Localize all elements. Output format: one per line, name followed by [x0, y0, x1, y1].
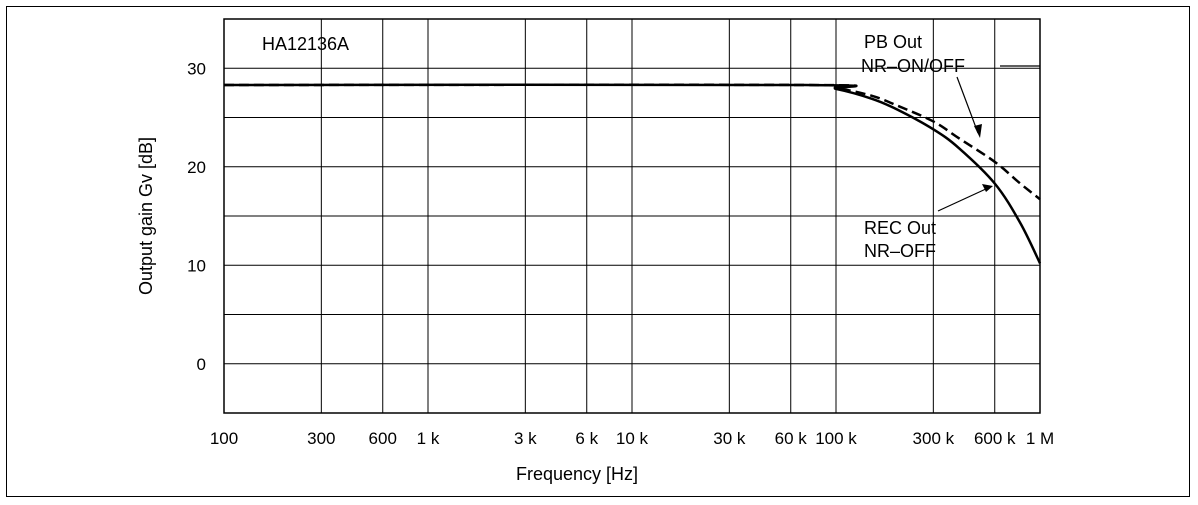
device-label: HA12136A: [262, 34, 349, 54]
series-lines: [223, 83, 1042, 264]
y-tick-label-2: 10: [187, 256, 206, 275]
x-tick-label-1: 300: [307, 429, 335, 448]
x-tick-label-4: 3 k: [514, 429, 537, 448]
annotations: HA12136A PB Out NR–ON/OFF REC Out NR–OFF: [262, 32, 1040, 261]
x-axis-label: Frequency [Hz]: [516, 464, 638, 484]
x-tick-label-2: 600: [369, 429, 397, 448]
x-tick-label-7: 30 k: [713, 429, 746, 448]
y-tick-label-3: 0: [197, 355, 206, 374]
x-tick-label-12: 1 M: [1026, 429, 1054, 448]
pb-leader-line: [956, 76, 979, 134]
pb-arrow-head: [974, 124, 982, 138]
rec-leader-line: [937, 187, 989, 212]
x-tick-label-11: 600 k: [974, 429, 1016, 448]
pb-out-label: PB Out: [864, 32, 922, 52]
x-tick-label-5: 6 k: [575, 429, 598, 448]
y-tick-label-0: 30: [187, 59, 206, 78]
x-tick-label-3: 1 k: [417, 429, 440, 448]
grid: [223, 18, 1041, 414]
rec-nr-label: NR–OFF: [864, 241, 936, 261]
y-axis-label: Output gain Gv [dB]: [136, 137, 156, 295]
y-tick-label-1: 20: [187, 158, 206, 177]
x-tick-label-0: 100: [210, 429, 238, 448]
x-tick-label-9: 100 k: [815, 429, 857, 448]
plot-area-border: [223, 18, 1041, 414]
pb-nr-label: NR–ON/OFF: [861, 56, 965, 76]
x-tick-label-10: 300 k: [913, 429, 955, 448]
rec-out-label: REC Out: [864, 218, 936, 238]
x-tick-label-6: 10 k: [616, 429, 649, 448]
figure-frame: [6, 6, 1190, 497]
x-tick-label-8: 60 k: [775, 429, 808, 448]
rec-out-curve: [223, 83, 1042, 264]
rec-arrow-head: [982, 184, 993, 192]
